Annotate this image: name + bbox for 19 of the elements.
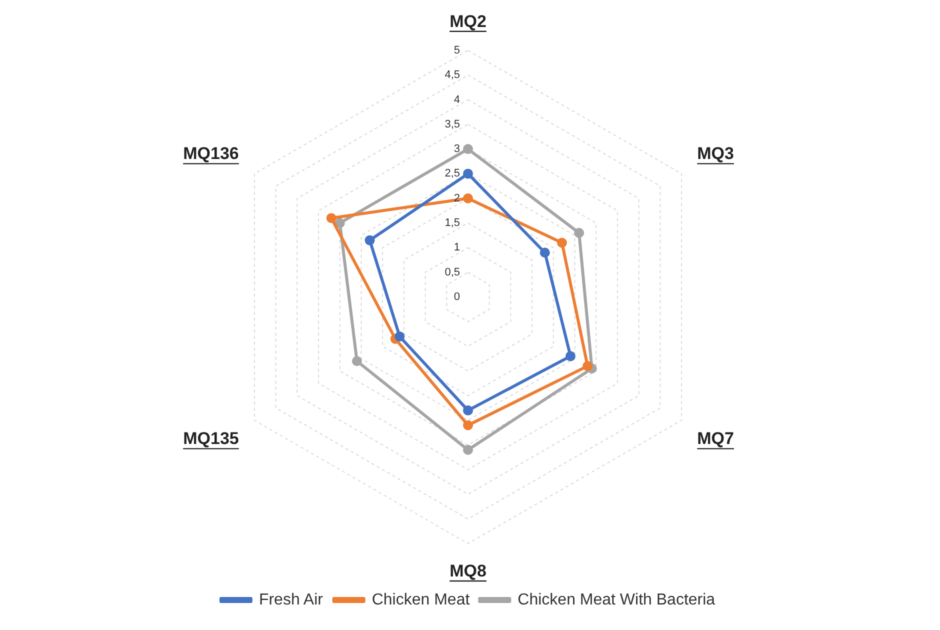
- y-tick-label: 4: [454, 94, 460, 106]
- y-tick-label: 1,5: [444, 217, 460, 230]
- y-tick-label: 5: [454, 44, 460, 56]
- spoke-label: MQ8: [450, 561, 486, 580]
- spoke-label: MQ7: [697, 429, 734, 448]
- legend-label: Chicken Meat: [372, 591, 470, 608]
- y-tick-label: 3,5: [444, 118, 460, 130]
- y-tick-label: 2,5: [444, 168, 460, 180]
- legend-label: Fresh Air: [258, 591, 324, 608]
- spoke-label: MQ2: [450, 12, 486, 31]
- spoke-label: MQ136: [183, 144, 239, 164]
- y-tick-label: 0: [454, 291, 460, 304]
- y-tick-label: 4,5: [444, 69, 460, 82]
- spoke-label: MQ3: [697, 144, 734, 164]
- legend-label: Chicken Meat With Bacteria: [518, 591, 716, 608]
- y-tick-label: 3: [454, 143, 460, 156]
- y-tick-label: 0,5: [444, 266, 460, 278]
- y-tick-label: 1: [454, 242, 460, 254]
- spoke-label: MQ135: [183, 429, 239, 448]
